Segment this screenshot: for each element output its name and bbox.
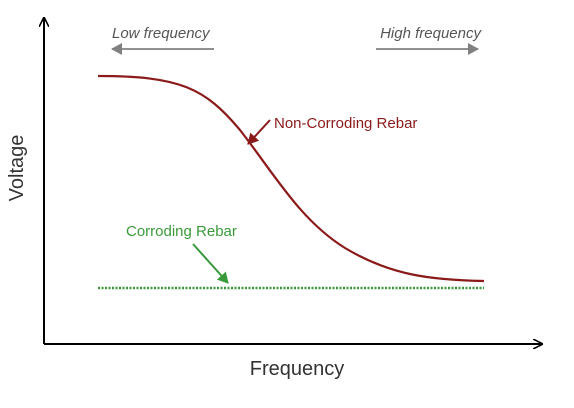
low-frequency-label: Low frequency: [112, 25, 211, 42]
series-line-non-corroding-rebar: [97, 74, 485, 283]
annotation-arrow-corroding: [192, 243, 229, 284]
x-axis-label: Frequency: [250, 358, 345, 380]
annotation-arrow-non-corroding: [247, 119, 271, 145]
annotation-corroding-rebar: Corroding Rebar: [126, 223, 237, 240]
annotation-non-corroding-rebar: Non-Corroding Rebar: [274, 115, 417, 132]
y-axis-label: Voltage: [6, 135, 28, 202]
high-frequency-label: High frequency: [380, 25, 482, 42]
